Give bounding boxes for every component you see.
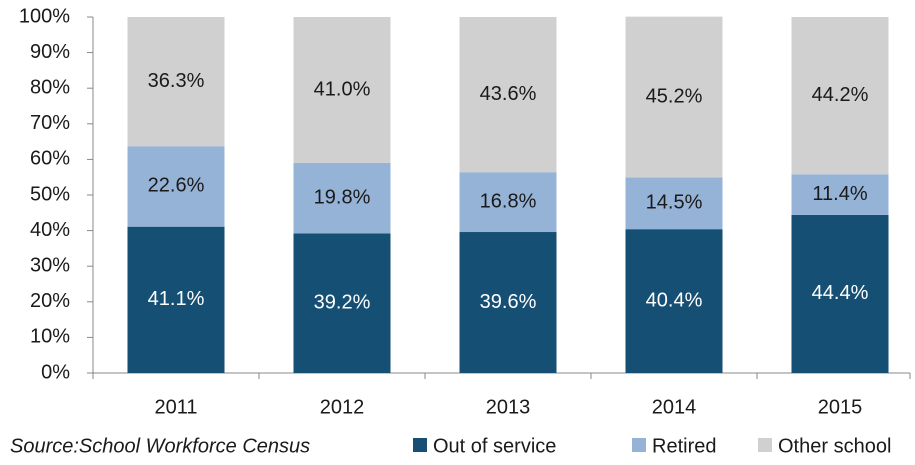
bar-segment [127,146,225,227]
bar-segment [459,17,557,173]
y-tick-label: 90% [30,41,70,63]
data-label: 41.0% [314,78,371,100]
bar-segment [127,226,225,373]
bar-segment [293,162,391,234]
legend-label: Retired [652,435,716,457]
data-label: 43.6% [480,83,537,105]
data-label: 40.4% [646,289,703,311]
legend-swatch [413,438,427,452]
y-tick-label: 20% [30,290,70,312]
x-tick-label: 2012 [320,396,365,418]
data-label: 44.4% [812,282,869,304]
y-tick-label: 80% [30,76,70,98]
bar-segment [459,232,557,373]
legend-label: Out of service [433,435,556,457]
bar-segment [625,229,723,373]
bar-segment [127,17,225,147]
data-label: 11.4% [812,183,867,205]
data-label: 14.5% [646,192,703,214]
bar-segment [293,17,391,163]
data-label: 39.2% [314,292,371,314]
y-tick-label: 0% [41,361,70,383]
source-note: Source:School Workforce Census [10,435,310,457]
data-label: 16.8% [480,190,537,212]
x-tick-label: 2014 [652,396,697,418]
data-label: 41.1% [148,288,205,310]
data-label: 45.2% [646,85,703,107]
bar-segment [625,177,723,230]
y-tick-label: 10% [30,326,70,348]
y-tick-label: 60% [30,148,70,170]
x-tick-label: 2011 [154,396,197,418]
data-label: 22.6% [148,175,205,197]
bar-segment [293,233,391,373]
y-tick-label: 100% [19,5,70,27]
data-label: 19.8% [314,186,371,208]
y-tick-label: 30% [30,254,70,276]
y-tick-label: 50% [30,183,70,205]
x-tick-label: 2015 [818,396,863,418]
bar-segment [459,172,557,233]
bar-segment [791,17,889,175]
x-tick-label: 2013 [486,396,531,418]
legend-swatch [632,438,646,452]
data-label: 44.2% [812,84,869,106]
y-tick-label: 40% [30,219,70,241]
data-label: 39.6% [480,291,537,313]
bar-segment [625,16,723,178]
legend-swatch [758,438,772,452]
y-tick-label: 70% [30,112,70,134]
bar-segment [791,174,889,215]
data-label: 36.3% [148,70,205,92]
legend-label: Other school [778,435,891,457]
bar-segment [791,214,889,373]
